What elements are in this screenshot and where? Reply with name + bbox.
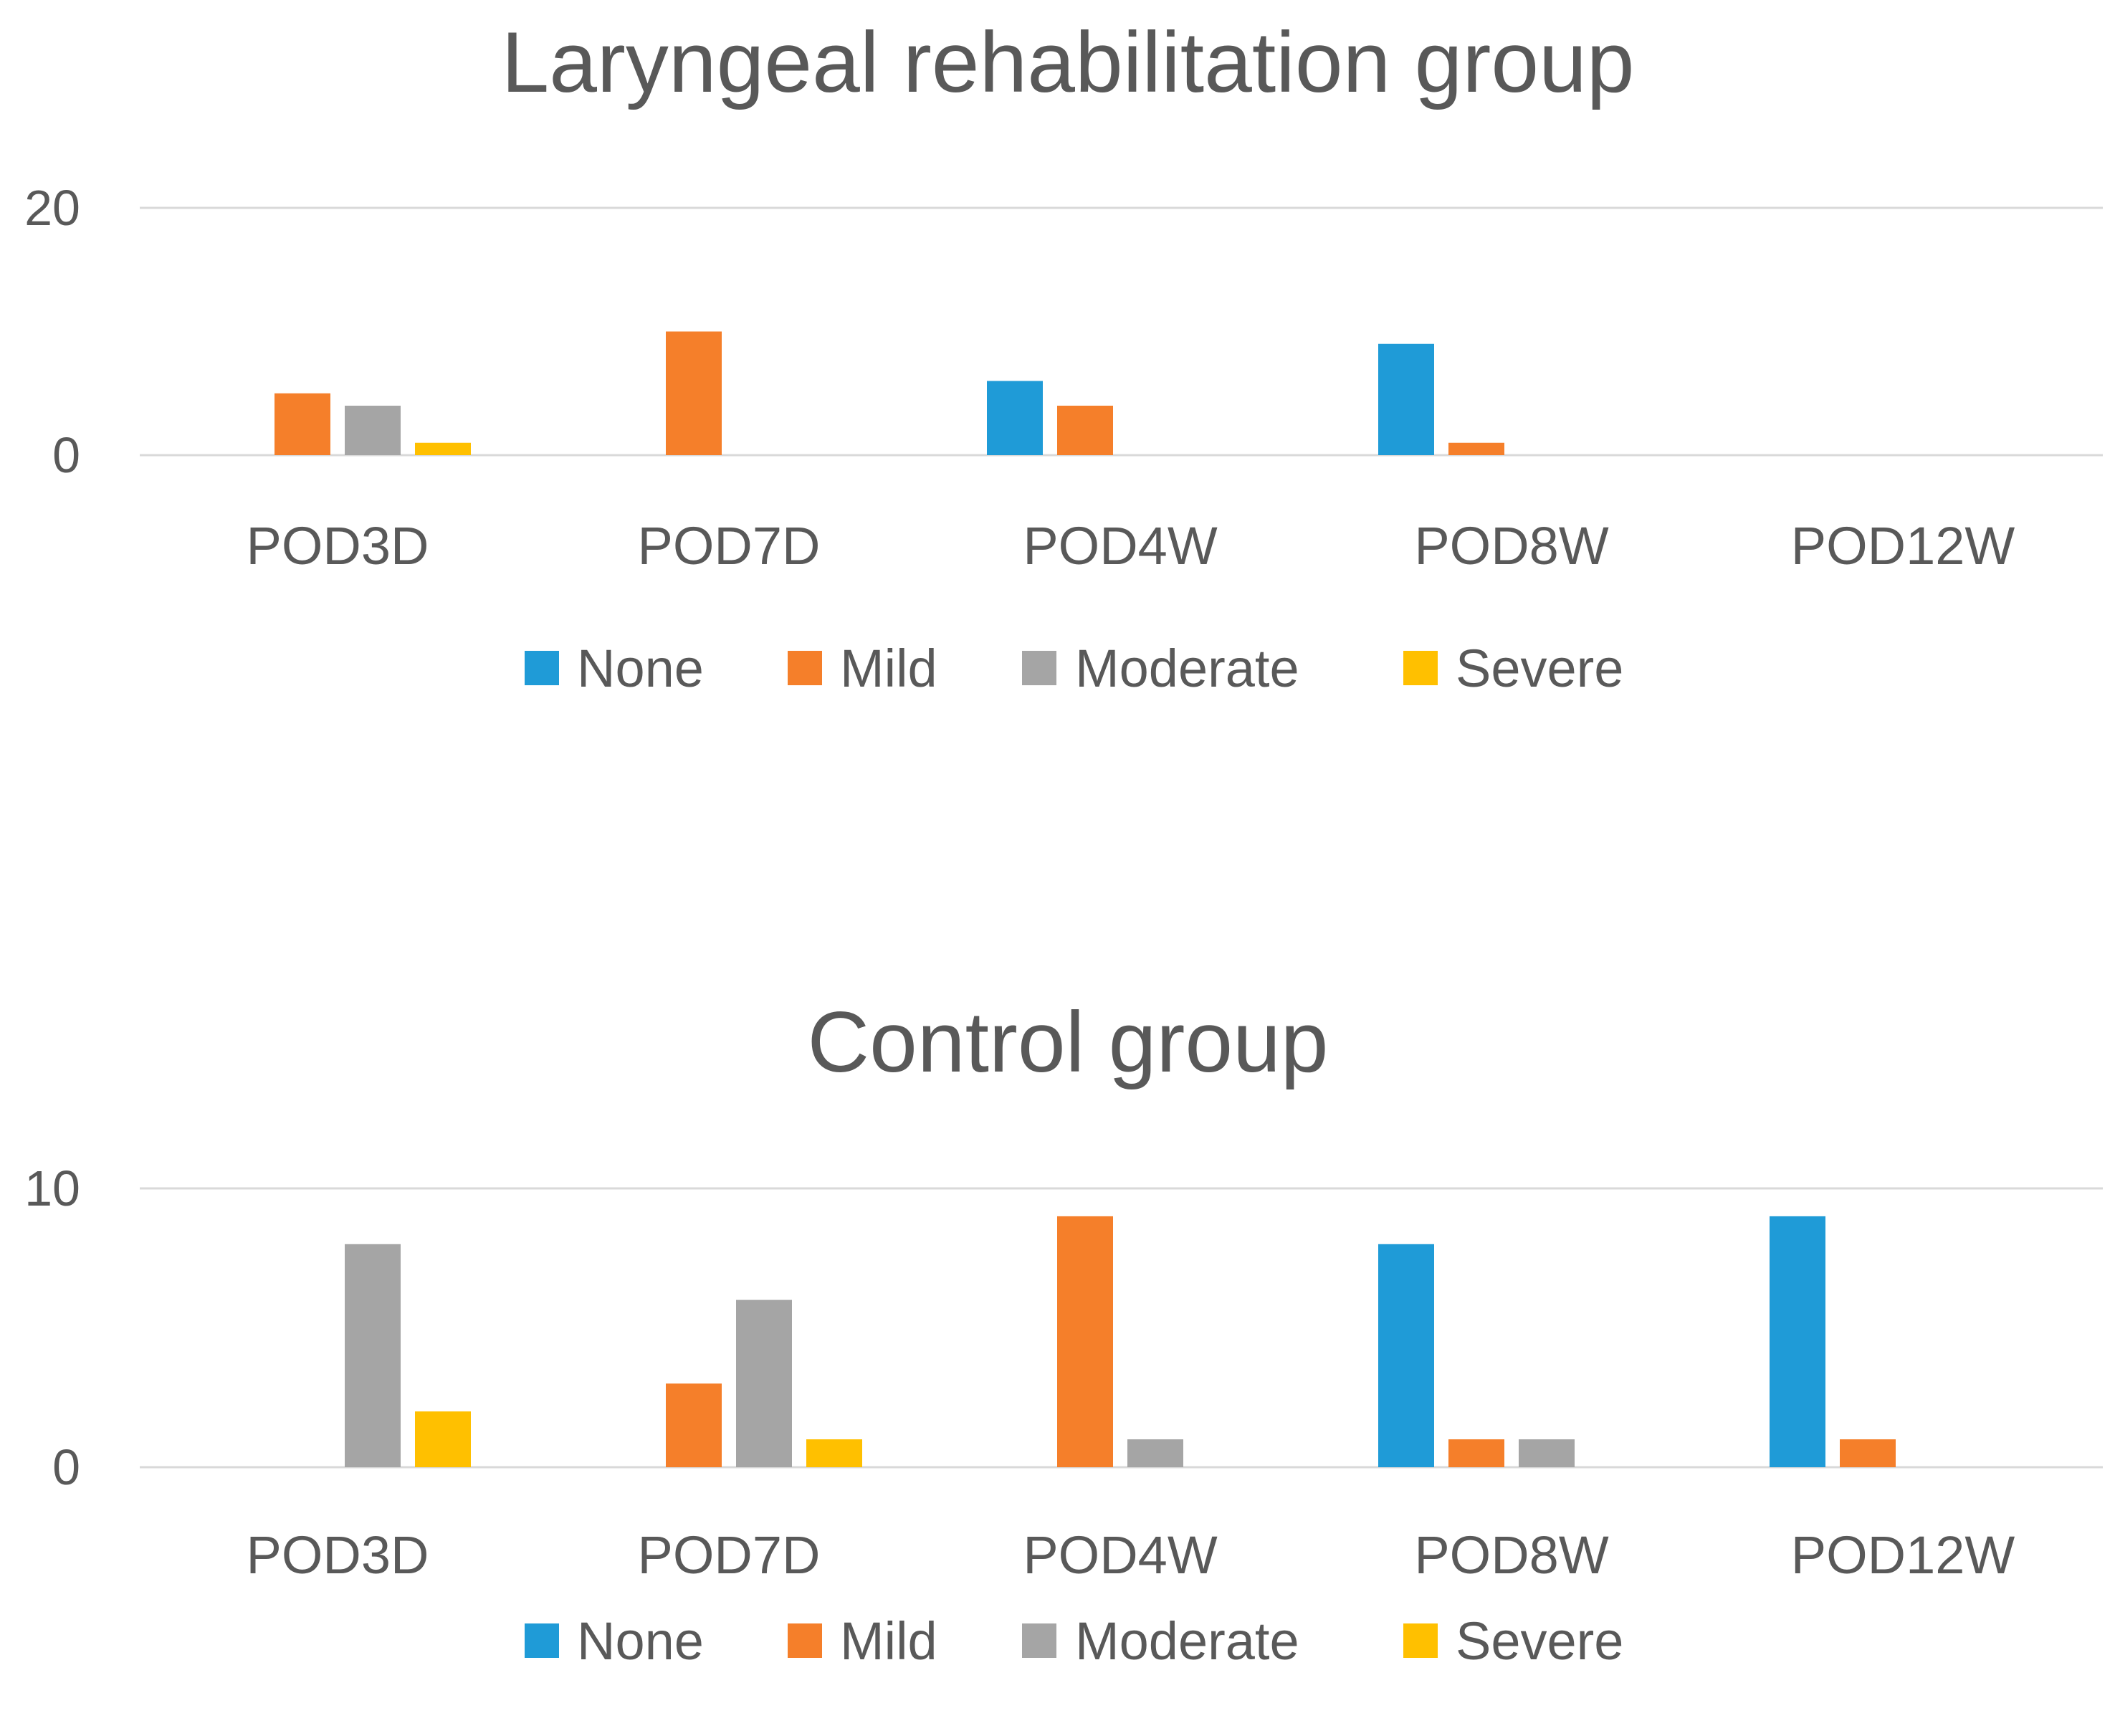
bar-mild-pod7d xyxy=(666,1383,722,1467)
legend-swatch-mild xyxy=(788,651,822,685)
y-tick-label: 0 xyxy=(52,1439,80,1495)
bar-mild-pod8w xyxy=(1448,442,1504,455)
legend-label-severe: Severe xyxy=(1456,639,1623,698)
x-tick-label: POD8W xyxy=(1414,516,1609,576)
chart-title: Control group xyxy=(807,994,1328,1090)
legend-swatch-none xyxy=(525,651,559,685)
bar-severe-pod7d xyxy=(806,1439,862,1467)
x-tick-label: POD4W xyxy=(1023,516,1218,576)
y-tick-label: 10 xyxy=(24,1160,80,1216)
legend-swatch-severe xyxy=(1403,1623,1438,1658)
y-tick-label: 20 xyxy=(24,180,80,236)
bar-mild-pod4w xyxy=(1057,406,1113,455)
legend-label-severe: Severe xyxy=(1456,1611,1623,1671)
bar-mild-pod8w xyxy=(1448,1439,1504,1467)
bar-moderate-pod4w xyxy=(1127,1439,1183,1467)
x-tick-label: POD3D xyxy=(247,1525,429,1585)
x-tick-label: POD7D xyxy=(638,1525,821,1585)
bar-mild-pod7d xyxy=(666,331,722,455)
legend-label-mild: Mild xyxy=(840,1611,937,1671)
x-tick-label: POD8W xyxy=(1414,1525,1609,1585)
legend-label-none: None xyxy=(577,639,704,698)
bar-mild-pod12w xyxy=(1840,1439,1896,1467)
bar-none-pod12w xyxy=(1770,1216,1825,1467)
legend-swatch-moderate xyxy=(1022,1623,1056,1658)
bar-none-pod8w xyxy=(1378,1244,1434,1467)
bar-mild-pod4w xyxy=(1057,1216,1113,1467)
x-tick-label: POD7D xyxy=(638,516,821,576)
x-tick-label: POD4W xyxy=(1023,1525,1218,1585)
legend-label-mild: Mild xyxy=(840,639,937,698)
bar-moderate-pod7d xyxy=(736,1299,792,1467)
legend-swatch-none xyxy=(525,1623,559,1658)
y-tick-label: 0 xyxy=(52,427,80,483)
legend-label-moderate: Moderate xyxy=(1075,1611,1299,1671)
chart-panel-2: Control group 0 10 POD3D POD7D POD4W POD8W POD1… xyxy=(24,994,2103,1671)
bar-mild-pod3d xyxy=(274,393,330,455)
legend-label-none: None xyxy=(577,1611,704,1671)
x-tick-label: POD12W xyxy=(1791,516,2015,576)
bar-none-pod4w xyxy=(987,381,1043,455)
chart-panel-1: Laryngeal rehabilitation group 0 20 POD3D PO… xyxy=(24,14,2103,698)
bar-moderate-pod3d xyxy=(345,1244,401,1467)
bar-moderate-pod8w xyxy=(1519,1439,1575,1467)
legend-swatch-mild xyxy=(788,1623,822,1658)
bar-severe-pod3d xyxy=(415,1411,471,1467)
legend-label-moderate: Moderate xyxy=(1075,639,1299,698)
x-tick-label: POD12W xyxy=(1791,1525,2015,1585)
legend-swatch-moderate xyxy=(1022,651,1056,685)
bar-moderate-pod3d xyxy=(345,406,401,455)
x-tick-label: POD3D xyxy=(247,516,429,576)
bar-none-pod8w xyxy=(1378,343,1434,455)
legend-swatch-severe xyxy=(1403,651,1438,685)
bar-severe-pod3d xyxy=(415,442,471,455)
chart-title: Laryngeal rehabilitation group xyxy=(501,14,1634,110)
